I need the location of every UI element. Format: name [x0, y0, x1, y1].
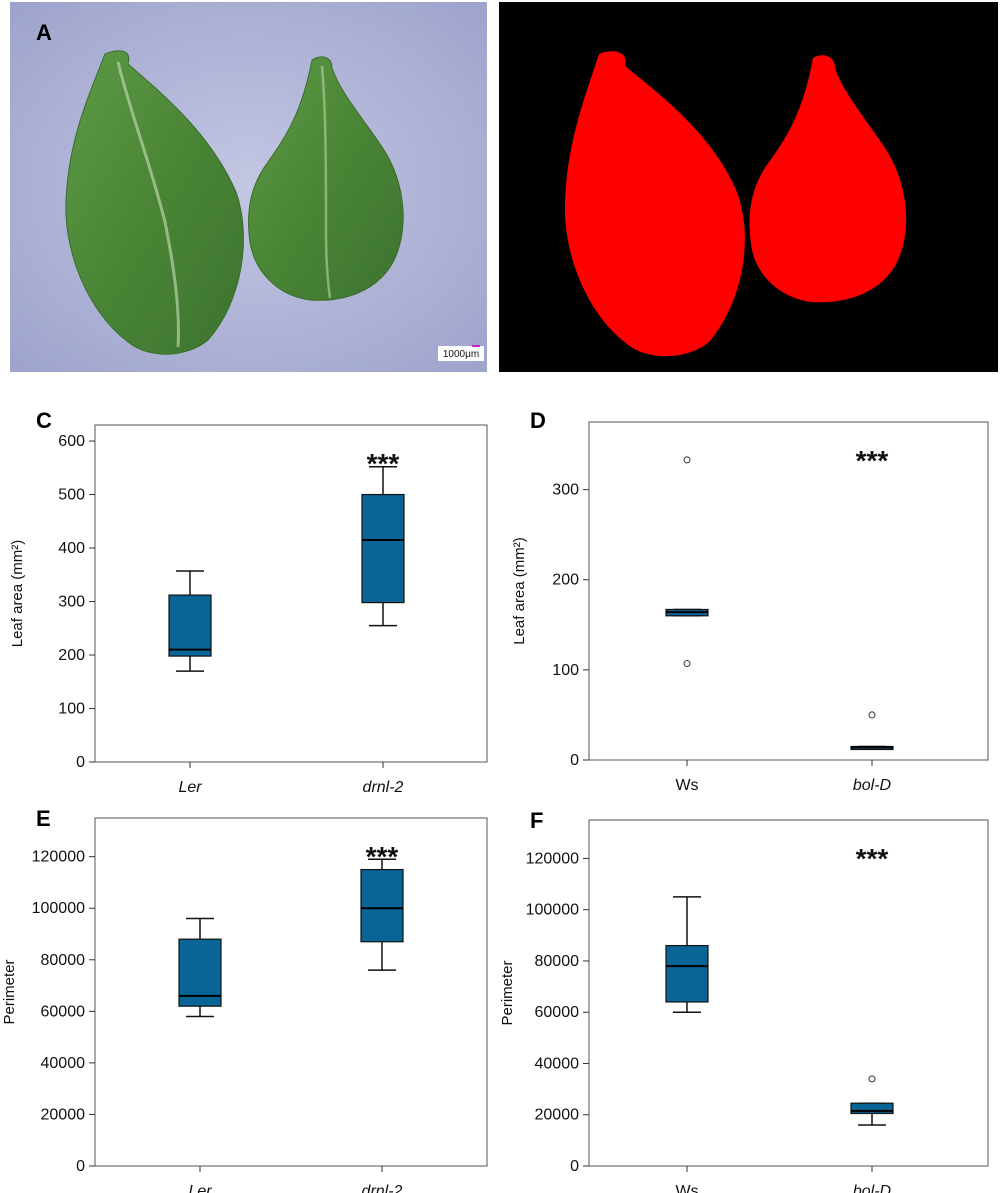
- box-iqr: [361, 493, 405, 604]
- y-tick-label: 80000: [535, 953, 580, 970]
- x-category-label: drnl-2: [363, 779, 404, 796]
- box-iqr: [850, 1102, 894, 1115]
- leaf-photo: 1000μm: [10, 2, 487, 372]
- y-tick-label: 0: [570, 1158, 579, 1175]
- y-axis-label-c: Leaf area (mm²): [9, 540, 26, 648]
- x-category-label: drnl-2: [362, 1183, 403, 1193]
- x-category-label: Ler: [178, 779, 202, 796]
- panel-label-c: C: [36, 408, 52, 433]
- y-tick-label: 600: [58, 433, 85, 450]
- y-tick-label: 60000: [535, 1004, 580, 1021]
- y-tick-label: 200: [552, 572, 579, 589]
- y-tick-label: 300: [552, 482, 579, 499]
- y-axis-label-d: Leaf area (mm²): [511, 537, 528, 645]
- y-tick-label: 60000: [41, 1003, 86, 1020]
- leaf-mask: [499, 2, 998, 372]
- outlier-point: [868, 1075, 876, 1083]
- scale-bar-box: [438, 346, 484, 361]
- y-tick-label: 100: [552, 662, 579, 679]
- leaf-right-midrib: [320, 65, 332, 299]
- y-tick-label: 40000: [535, 1055, 580, 1072]
- x-category-label: Ler: [188, 1183, 212, 1193]
- chart-e: 0 20000 40000 60000 80000 100000 120000 Perimet…: [1, 817, 488, 1193]
- y-tick-label: 100000: [526, 902, 579, 919]
- y-tick-label: 40000: [41, 1055, 86, 1072]
- y-tick-label: 20000: [535, 1107, 580, 1124]
- mask-leaf-right: [749, 55, 907, 303]
- outlier-point: [683, 660, 691, 668]
- y-axis-label-e: Perimeter: [1, 959, 18, 1024]
- panel-label-e: E: [36, 806, 51, 831]
- chart-c: 0 100 200 300 400 500 600 Leaf area (mm²) Ler drn…: [9, 424, 488, 796]
- panel-label-b: B: [530, 20, 546, 45]
- y-tick-label: 0: [76, 754, 85, 771]
- panel-label-d: D: [530, 408, 546, 433]
- y-tick-label: 0: [570, 752, 579, 769]
- outlier-point: [868, 711, 876, 719]
- box-iqr: [665, 944, 709, 1003]
- chart-f: 0 20000 40000 60000 80000 100000 120000 Perimet…: [499, 819, 989, 1193]
- outlier-point: [683, 456, 691, 464]
- scale-bar-text: 1000μm: [443, 349, 479, 360]
- significance-stars: ***: [856, 445, 889, 476]
- plot-frame-e: [94, 817, 488, 1167]
- mask-leaf-left: [564, 51, 745, 357]
- y-tick-label: 100000: [32, 900, 85, 917]
- significance-stars: ***: [856, 843, 889, 874]
- box-iqr: [168, 594, 212, 657]
- x-category-label: bol-D: [853, 1183, 892, 1193]
- y-tick-label: 0: [76, 1158, 85, 1175]
- significance-stars: ***: [366, 841, 399, 872]
- x-category-label: bol-D: [853, 777, 892, 794]
- y-tick-label: 300: [58, 594, 85, 611]
- plot-frame-d: [588, 421, 989, 761]
- y-tick-label: 120000: [32, 849, 85, 866]
- y-tick-label: 100: [58, 701, 85, 718]
- panel-label-a: A: [36, 20, 52, 45]
- x-category-label: Ws: [675, 777, 698, 794]
- y-tick-label: 120000: [526, 850, 579, 867]
- x-category-label: Ws: [675, 1183, 698, 1193]
- panel-label-f: F: [530, 808, 543, 833]
- chart-d: 0 100 200 300 Leaf area (mm²) Ws bol-D ***: [511, 421, 989, 794]
- y-tick-label: 500: [58, 487, 85, 504]
- box-iqr: [360, 868, 404, 943]
- y-tick-label: 80000: [41, 952, 86, 969]
- significance-stars: ***: [367, 448, 400, 479]
- y-tick-label: 200: [58, 647, 85, 664]
- y-tick-label: 20000: [41, 1106, 86, 1123]
- y-axis-label-f: Perimeter: [499, 960, 516, 1025]
- plot-frame-c: [94, 424, 488, 763]
- plot-frame-f: [588, 819, 989, 1167]
- leaf-left-midrib: [116, 61, 180, 348]
- leaf-left: [65, 50, 244, 355]
- y-tick-label: 400: [58, 540, 85, 557]
